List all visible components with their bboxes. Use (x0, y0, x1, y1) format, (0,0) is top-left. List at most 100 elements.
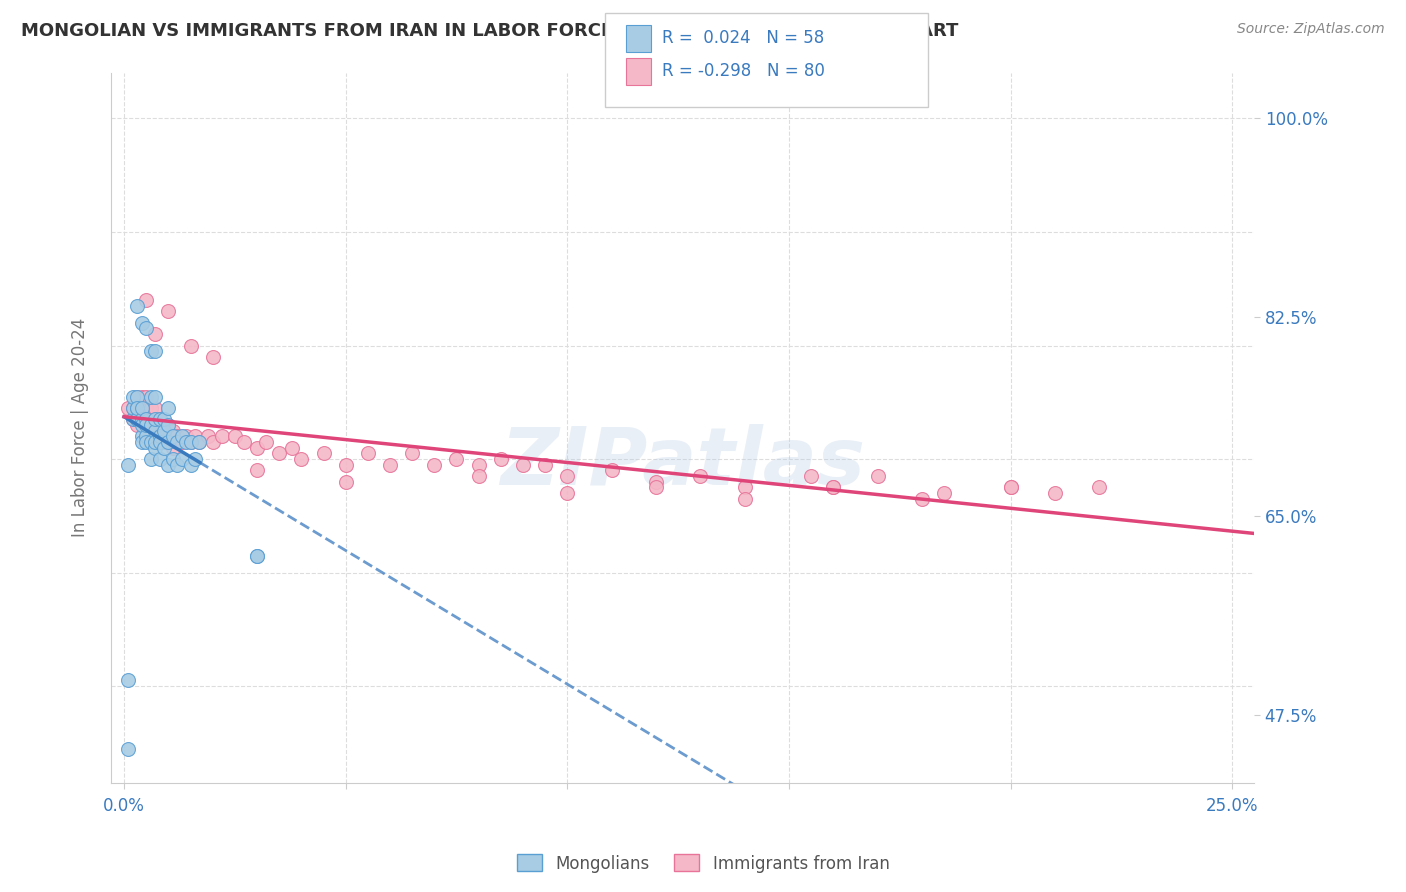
Point (232, 435, 254, 450)
Point (143, 412, 166, 426)
Point (246, 463, 269, 477)
Point (127, 412, 149, 426)
Point (153, 417, 176, 432)
Point (184, 429, 207, 443)
Point (139, 435, 162, 450)
Point (127, 390, 149, 404)
Point (153, 441, 176, 455)
Point (467, 458, 489, 472)
Point (489, 452, 512, 467)
Point (148, 452, 170, 467)
Point (139, 390, 162, 404)
Point (170, 429, 193, 443)
Point (143, 344, 166, 359)
Point (555, 469, 578, 483)
Point (131, 412, 153, 426)
Point (135, 417, 157, 432)
Point (166, 458, 188, 472)
Point (127, 390, 149, 404)
Point (1043, 486, 1066, 500)
Point (127, 417, 149, 432)
Point (180, 458, 202, 472)
Point (153, 435, 176, 450)
Point (1000, 480, 1022, 494)
Point (148, 429, 170, 443)
Point (378, 458, 401, 472)
Point (1088, 480, 1111, 494)
Point (131, 401, 153, 415)
Text: MONGOLIAN VS IMMIGRANTS FROM IRAN IN LABOR FORCE | AGE 20-24 CORRELATION CHART: MONGOLIAN VS IMMIGRANTS FROM IRAN IN LAB… (21, 22, 959, 40)
Point (1000, 480, 1022, 494)
Point (131, 401, 153, 415)
Text: ZIPatlas: ZIPatlas (501, 425, 865, 502)
Point (148, 435, 170, 450)
Point (600, 463, 623, 477)
Text: Source: ZipAtlas.com: Source: ZipAtlas.com (1237, 22, 1385, 37)
Point (117, 401, 139, 415)
Point (911, 491, 934, 506)
Point (139, 401, 162, 415)
Point (143, 429, 166, 443)
Point (157, 435, 180, 450)
Point (800, 469, 823, 483)
Point (246, 441, 269, 455)
Point (157, 304, 180, 318)
Point (312, 446, 335, 460)
Point (174, 429, 197, 443)
Point (157, 435, 180, 450)
Point (139, 344, 162, 359)
Point (143, 327, 166, 342)
Point (246, 549, 269, 563)
Point (357, 446, 380, 460)
Point (645, 480, 668, 494)
Point (131, 417, 153, 432)
Point (254, 435, 277, 450)
Point (127, 412, 149, 426)
Point (135, 429, 157, 443)
Point (117, 458, 139, 472)
Point (162, 429, 184, 443)
Point (139, 412, 162, 426)
Point (224, 429, 246, 443)
Point (117, 741, 139, 756)
Point (335, 458, 357, 472)
Point (734, 480, 756, 494)
Point (135, 321, 157, 335)
Point (197, 429, 219, 443)
Point (555, 486, 578, 500)
Legend: Mongolians, Immigrants from Iran: Mongolians, Immigrants from Iran (510, 847, 896, 880)
Point (162, 424, 184, 438)
Point (131, 390, 153, 404)
Point (645, 475, 668, 489)
Point (932, 486, 955, 500)
Point (281, 441, 304, 455)
Point (184, 452, 207, 467)
Point (269, 446, 291, 460)
Point (180, 338, 202, 352)
Point (122, 401, 145, 415)
Point (131, 435, 153, 450)
Point (135, 401, 157, 415)
Point (143, 401, 166, 415)
Point (170, 435, 193, 450)
Y-axis label: In Labor Force | Age 20-24: In Labor Force | Age 20-24 (72, 318, 89, 538)
Point (188, 435, 211, 450)
Point (512, 458, 534, 472)
Point (148, 424, 170, 438)
Point (122, 390, 145, 404)
Point (534, 458, 557, 472)
Point (127, 401, 149, 415)
Point (170, 452, 193, 467)
Text: R =  0.024   N = 58: R = 0.024 N = 58 (662, 29, 824, 47)
Point (823, 480, 845, 494)
Point (246, 549, 269, 563)
Point (127, 401, 149, 415)
Point (467, 469, 489, 483)
Point (139, 417, 162, 432)
Point (180, 435, 202, 450)
Point (135, 435, 157, 450)
Point (201, 350, 224, 364)
Point (143, 390, 166, 404)
Point (135, 293, 157, 307)
Point (401, 446, 423, 460)
